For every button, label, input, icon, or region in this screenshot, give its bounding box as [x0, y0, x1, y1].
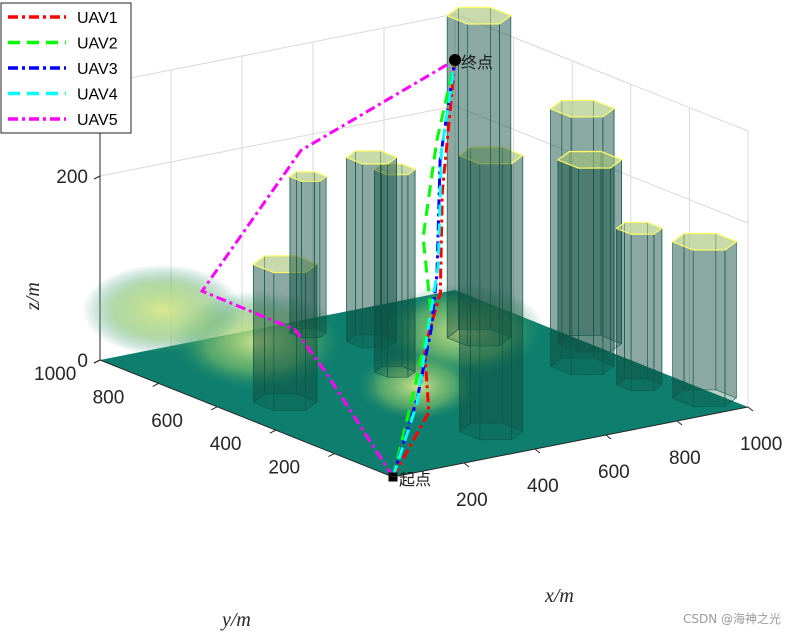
z-tick-mark — [93, 175, 101, 180]
obstacle-face — [672, 241, 694, 407]
path-uav2 — [391, 59, 457, 478]
legend: UAV1 UAV2 UAV3 UAV4 UAV5 — [0, 2, 132, 134]
y-axis-label: y/m — [220, 609, 251, 631]
grid-horizontal — [99, 105, 749, 224]
y-tick-mark — [328, 453, 335, 458]
terrain-hill — [82, 264, 243, 356]
x-tick-label: 800 — [669, 448, 701, 469]
terrain-hill — [354, 349, 481, 422]
obstacle-face — [346, 157, 364, 349]
obstacle-top — [345, 150, 398, 165]
x-tick-label: 600 — [598, 462, 630, 483]
legend-label-uav3: UAV3 — [77, 61, 118, 78]
obstacle-top — [671, 232, 738, 251]
y-tick-mark — [152, 382, 159, 387]
x-tick-mark — [605, 434, 612, 440]
end-label: 终点 — [461, 53, 493, 72]
start-end-markers: 起点 终点 — [388, 53, 493, 489]
y-tick-label: 600 — [151, 411, 183, 432]
x-tick-label: 400 — [527, 476, 559, 497]
obstacle — [671, 232, 738, 407]
end-marker — [449, 54, 461, 66]
watermark: CSDN @海神之光 — [683, 611, 781, 626]
x-tick-label: 200 — [456, 490, 488, 511]
obstacle-face — [380, 150, 397, 342]
obstacle-face — [616, 228, 632, 392]
start-label: 起点 — [399, 470, 431, 489]
path-uav1 — [391, 59, 457, 478]
z-tick-mark — [93, 359, 101, 364]
y-tick-label: 200 — [268, 458, 300, 479]
path-uav3 — [391, 59, 457, 478]
obstacle — [445, 6, 513, 347]
obstacle-face — [289, 176, 302, 339]
legend-label-uav2: UAV2 — [77, 36, 118, 53]
x-tick-mark — [463, 462, 470, 468]
obstacle-face — [646, 221, 663, 386]
obstacle — [288, 171, 328, 339]
obstacle — [556, 150, 623, 353]
obstacle-top — [252, 255, 319, 274]
z-tick-label: 200 — [56, 167, 88, 188]
obstacle-face — [715, 232, 737, 399]
obstacle-top — [615, 221, 664, 235]
obstacle-face — [489, 6, 512, 339]
legend-label-uav1: UAV1 — [77, 10, 118, 27]
y-tick-mark — [210, 406, 218, 411]
x-tick-mark — [747, 406, 754, 412]
x-tick-label: 1000 — [740, 434, 782, 455]
obstacle-top — [288, 171, 328, 182]
y-tick-label: 400 — [210, 434, 242, 455]
y-tick-mark — [269, 429, 277, 434]
z-axis-label: z/m — [22, 282, 44, 311]
obstacle-top — [556, 150, 623, 169]
path-uav4 — [391, 59, 457, 478]
obstacle — [345, 150, 398, 349]
z-tick-label: 0 — [77, 351, 88, 372]
obstacle — [458, 146, 525, 441]
legend-label-uav5: UAV5 — [77, 112, 118, 129]
obstacle-face — [253, 263, 275, 411]
y-tick-label: 1000 — [34, 364, 76, 385]
obstacle — [252, 255, 319, 411]
obstacle-top — [458, 146, 525, 165]
floor-edge — [99, 359, 749, 478]
obstacle — [615, 221, 664, 392]
obstacle-face — [314, 171, 327, 334]
x-tick-mark — [676, 420, 683, 426]
legend-label-uav4: UAV4 — [77, 87, 118, 104]
obstacle-top — [549, 99, 616, 118]
obstacle-top — [445, 6, 513, 25]
obstacle-face — [557, 159, 579, 353]
terrain-surface — [82, 264, 748, 477]
uav-paths — [199, 58, 457, 478]
obstacle — [549, 99, 616, 376]
grid-top-edge — [99, 13, 749, 132]
x-tick-mark — [534, 448, 541, 454]
obstacle-face — [401, 163, 416, 373]
x-axis-label: x/m — [544, 585, 574, 607]
y-tick-label: 800 — [93, 387, 125, 408]
obstacles — [252, 6, 738, 441]
